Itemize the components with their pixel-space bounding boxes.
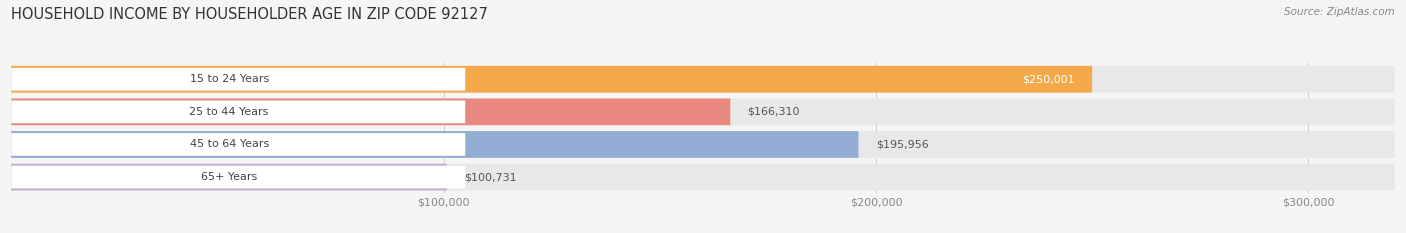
- FancyBboxPatch shape: [11, 166, 465, 188]
- Text: $195,956: $195,956: [876, 140, 928, 149]
- Text: Source: ZipAtlas.com: Source: ZipAtlas.com: [1284, 7, 1395, 17]
- Text: 65+ Years: 65+ Years: [201, 172, 257, 182]
- FancyBboxPatch shape: [11, 133, 465, 156]
- FancyBboxPatch shape: [11, 99, 1395, 125]
- Text: 25 to 44 Years: 25 to 44 Years: [190, 107, 269, 117]
- FancyBboxPatch shape: [11, 68, 465, 91]
- FancyBboxPatch shape: [11, 164, 1395, 190]
- Text: $100,731: $100,731: [464, 172, 516, 182]
- Text: $250,001: $250,001: [1022, 74, 1074, 84]
- FancyBboxPatch shape: [11, 131, 859, 158]
- Text: HOUSEHOLD INCOME BY HOUSEHOLDER AGE IN ZIP CODE 92127: HOUSEHOLD INCOME BY HOUSEHOLDER AGE IN Z…: [11, 7, 488, 22]
- Text: 15 to 24 Years: 15 to 24 Years: [190, 74, 269, 84]
- FancyBboxPatch shape: [11, 99, 730, 125]
- FancyBboxPatch shape: [11, 131, 1395, 158]
- Text: 45 to 64 Years: 45 to 64 Years: [190, 140, 269, 149]
- FancyBboxPatch shape: [11, 164, 447, 190]
- FancyBboxPatch shape: [11, 100, 465, 123]
- FancyBboxPatch shape: [11, 66, 1395, 93]
- Text: $166,310: $166,310: [748, 107, 800, 117]
- FancyBboxPatch shape: [11, 66, 1092, 93]
